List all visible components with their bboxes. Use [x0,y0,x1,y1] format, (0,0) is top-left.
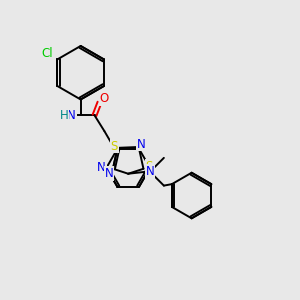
Text: N: N [146,165,154,178]
Text: N: N [105,167,113,180]
Text: N: N [68,109,76,122]
Text: O: O [100,92,109,105]
Text: S: S [146,160,153,173]
Text: N: N [137,137,146,151]
Text: N: N [97,161,106,174]
Text: Cl: Cl [42,47,53,60]
Text: S: S [111,140,118,152]
Text: H: H [59,109,68,122]
